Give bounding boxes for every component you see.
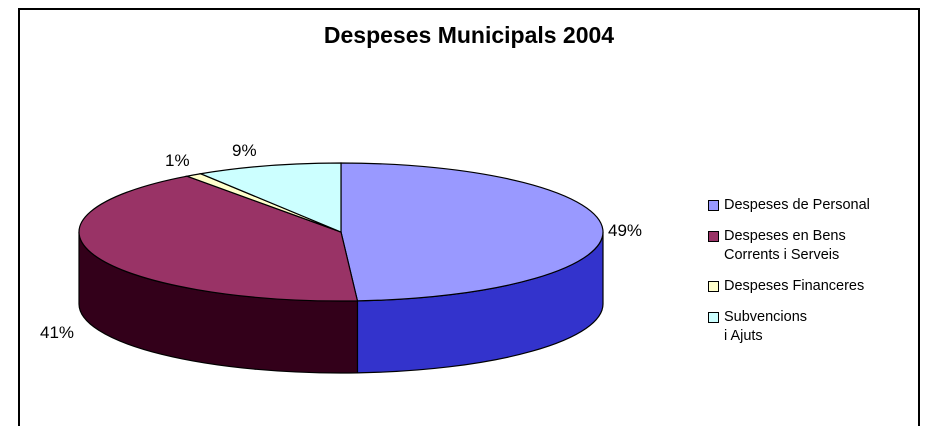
- legend-item-1: Despeses en Bens Corrents i Serveis: [708, 227, 913, 265]
- pie-slice-0: [340, 162, 604, 302]
- legend-item-0: Despeses de Personal: [708, 196, 913, 215]
- legend-label-1: Despeses en Bens Corrents i Serveis: [724, 228, 846, 263]
- legend-item-2: Despeses Financeres: [708, 277, 913, 296]
- frame-border-top: [18, 8, 920, 10]
- pie-slice-3: [198, 162, 342, 233]
- chart-legend: Despeses de Personal Despeses en Bens Cor…: [708, 196, 913, 358]
- data-label-3: 9%: [232, 141, 257, 160]
- frame-border-left: [18, 8, 20, 426]
- frame-border-right: [918, 8, 920, 426]
- legend-swatch-3: [708, 312, 719, 323]
- pie-slice-1: [78, 175, 359, 302]
- data-label-2: 1%: [165, 151, 190, 170]
- legend-label-2: Despeses Financeres: [724, 278, 865, 294]
- data-label-1: 41%: [40, 323, 74, 342]
- legend-item-3: Subvencions i Ajuts: [708, 308, 913, 346]
- legend-swatch-2: [708, 281, 719, 292]
- legend-label-0: Despeses de Personal: [724, 197, 870, 213]
- data-label-0: 49%: [608, 221, 642, 240]
- legend-label-3: Subvencions i Ajuts: [724, 309, 808, 344]
- legend-swatch-1: [708, 231, 719, 242]
- chart-title: Despeses Municipals 2004: [323, 22, 615, 48]
- legend-swatch-0: [708, 200, 719, 211]
